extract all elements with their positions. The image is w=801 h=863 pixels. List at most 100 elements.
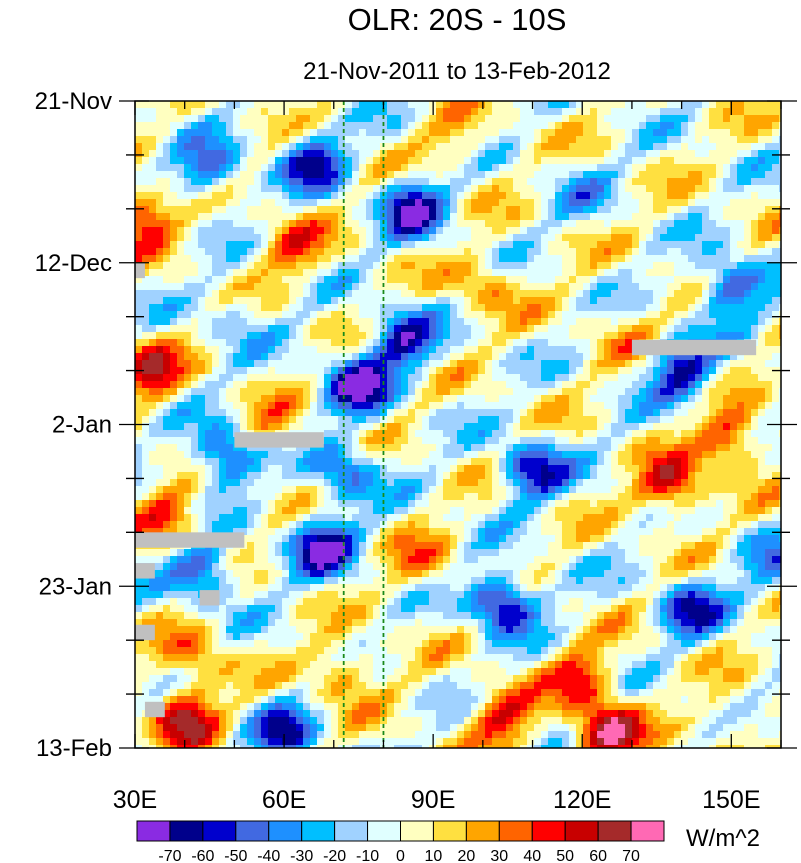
- field-cell: [772, 115, 780, 123]
- field-cell: [604, 472, 612, 480]
- field-cell: [429, 381, 437, 389]
- field-cell: [261, 451, 269, 459]
- field-cell: [422, 108, 430, 116]
- field-cell: [576, 430, 584, 438]
- field-cell: [317, 325, 325, 333]
- field-cell: [506, 234, 514, 242]
- field-cell: [485, 206, 493, 214]
- field-cell: [604, 150, 612, 158]
- field-cell: [688, 164, 696, 172]
- field-cell: [660, 101, 668, 109]
- field-cell: [744, 220, 752, 228]
- field-cell: [646, 122, 654, 130]
- field-cell: [576, 157, 584, 165]
- field-cell: [240, 325, 248, 333]
- field-cell: [688, 220, 696, 228]
- field-cell: [555, 367, 563, 375]
- field-cell: [527, 220, 535, 228]
- field-cell: [478, 101, 486, 109]
- field-cell: [534, 101, 542, 109]
- field-cell: [590, 423, 598, 431]
- field-cell: [674, 206, 682, 214]
- field-cell: [625, 367, 633, 375]
- field-cell: [625, 332, 633, 340]
- field-cell: [191, 374, 199, 382]
- field-cell: [422, 262, 430, 270]
- field-cell: [163, 402, 171, 410]
- field-cell: [184, 129, 192, 137]
- field-cell: [688, 171, 696, 179]
- field-cell: [275, 311, 283, 319]
- field-cell: [233, 311, 241, 319]
- field-cell: [534, 178, 542, 186]
- field-cell: [247, 304, 255, 312]
- field-cell: [443, 325, 451, 333]
- field-cell: [212, 458, 220, 466]
- field-cell: [275, 199, 283, 207]
- field-cell: [450, 241, 458, 249]
- field-cell: [429, 409, 437, 417]
- field-cell: [142, 353, 150, 361]
- field-cell: [429, 325, 437, 333]
- field-cell: [422, 276, 430, 284]
- field-cell: [233, 395, 241, 403]
- field-cell: [583, 353, 591, 361]
- field-cell: [261, 360, 269, 368]
- field-cell: [198, 311, 206, 319]
- field-cell: [310, 346, 318, 354]
- field-cell: [737, 437, 745, 445]
- field-cell: [569, 311, 577, 319]
- field-cell: [758, 213, 766, 221]
- field-cell: [534, 122, 542, 130]
- field-cell: [772, 227, 780, 235]
- field-cell: [597, 381, 605, 389]
- field-cell: [317, 416, 325, 424]
- field-cell: [177, 234, 185, 242]
- field-cell: [268, 185, 276, 193]
- field-cell: [142, 451, 150, 459]
- field-cell: [359, 465, 367, 473]
- field-cell: [142, 129, 150, 137]
- field-cell: [723, 192, 731, 200]
- field-cell: [198, 416, 206, 424]
- field-cell: [744, 136, 752, 144]
- field-cell: [765, 164, 773, 172]
- field-cell: [576, 248, 584, 256]
- field-cell: [779, 423, 781, 431]
- field-cell: [156, 374, 164, 382]
- field-cell: [478, 311, 486, 319]
- field-cell: [366, 213, 374, 221]
- field-cell: [457, 472, 465, 480]
- field-cell: [373, 213, 381, 221]
- field-cell: [331, 458, 339, 466]
- field-cell: [758, 108, 766, 116]
- field-cell: [338, 290, 346, 298]
- field-cell: [576, 395, 584, 403]
- field-cell: [513, 444, 521, 452]
- field-cell: [310, 171, 318, 179]
- field-cell: [527, 423, 535, 431]
- field-cell: [394, 269, 402, 277]
- field-cell: [632, 241, 640, 249]
- field-cell: [562, 353, 570, 361]
- field-cell: [373, 185, 381, 193]
- field-cell: [485, 185, 493, 193]
- field-cell: [268, 192, 276, 200]
- field-cell: [716, 311, 724, 319]
- field-cell: [212, 150, 220, 158]
- field-cell: [366, 437, 374, 445]
- field-cell: [226, 143, 234, 151]
- field-cell: [499, 283, 507, 291]
- field-cell: [611, 409, 619, 417]
- field-cell: [324, 374, 332, 382]
- field-cell: [436, 157, 444, 165]
- field-cell: [401, 402, 409, 410]
- field-cell: [506, 136, 514, 144]
- field-cell: [345, 150, 353, 158]
- field-cell: [142, 416, 150, 424]
- field-cell: [149, 150, 157, 158]
- field-cell: [205, 255, 213, 263]
- field-cell: [709, 129, 717, 137]
- field-cell: [226, 276, 234, 284]
- field-cell: [772, 353, 780, 361]
